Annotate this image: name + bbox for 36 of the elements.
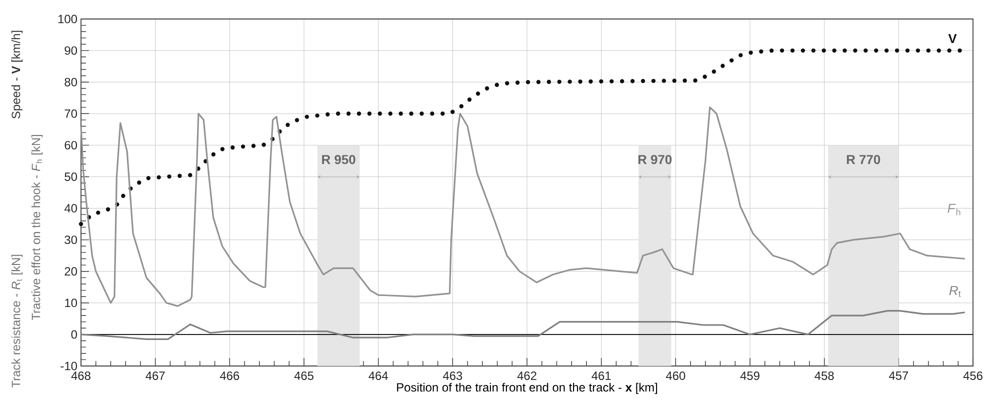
x-tick-label: 462 (517, 372, 536, 380)
x-tick-label: 459 (740, 372, 760, 380)
x-tick-label: 460 (666, 372, 686, 380)
y-tick-label: 10 (65, 298, 78, 308)
x-tick-label: 464 (368, 372, 388, 380)
x-tick-label: 457 (888, 372, 908, 380)
y-tick-label: 30 (64, 236, 78, 244)
y-tick-label: 0 (71, 330, 78, 339)
x-tick-label: 461 (592, 372, 611, 380)
y-tick-label: 80 (64, 78, 78, 86)
x-tick-label: 466 (220, 372, 240, 380)
text: Tractive effort on the hook - F$_{h}$ [kN] (31, 134, 43, 320)
band-label: R 950 (322, 154, 356, 164)
series-label: R$_{t}$ (949, 286, 961, 297)
y-tick-label: 40 (64, 204, 78, 212)
line-series (78, 48, 962, 226)
y-axis-title: Speed - V [km/h] (11, 30, 23, 118)
y-tick-label: 20 (64, 267, 78, 276)
x-tick-label: 463 (442, 372, 462, 380)
series-label: V (948, 34, 957, 44)
x-tick-label: 456 (963, 372, 982, 380)
x-tick-label: 467 (146, 372, 165, 380)
band-label: R 770 (846, 154, 880, 164)
y-tick-label: 90 (64, 46, 78, 55)
x-tick-label: 458 (814, 372, 834, 380)
text: F$_{h}$ (948, 204, 960, 216)
x-tick-label: 465 (294, 372, 314, 380)
text: Track resistance - R$_{t}$ [kN] (11, 254, 23, 388)
band-label: R 970 (638, 154, 672, 164)
y-tick-label: 60 (64, 140, 78, 150)
y-tick-label: 100 (58, 14, 78, 24)
x-tick-label: 468 (71, 372, 90, 380)
y-tick-label: -10 (60, 362, 78, 370)
x-axis-title: Position of the train front end on the track - x [km] (397, 382, 658, 394)
y-tick-label: 50 (64, 172, 78, 181)
y-tick-label: 70 (64, 109, 78, 118)
